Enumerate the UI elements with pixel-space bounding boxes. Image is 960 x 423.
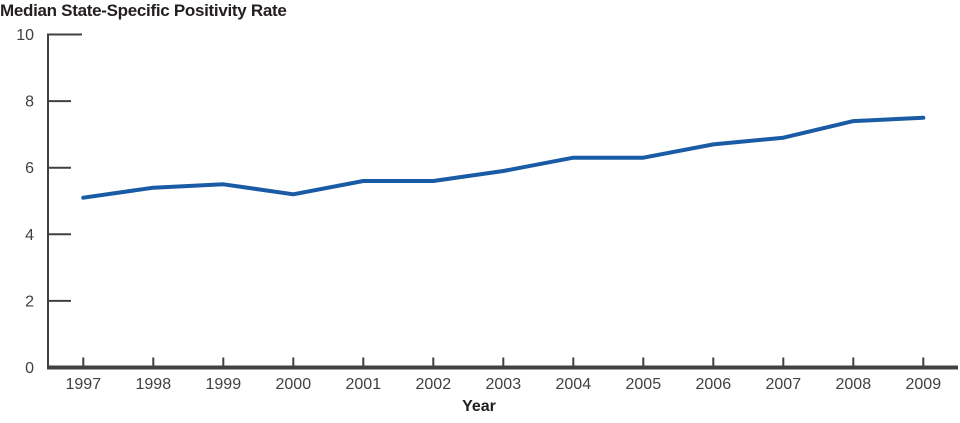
positivity-rate-line (81, 115, 926, 200)
x-tick-label: 2008 (836, 376, 872, 393)
x-tick-label: 1998 (136, 376, 172, 393)
y-tick-label: 2 (25, 293, 34, 310)
chart-title: Median State-Specific Positivity Rate (0, 1, 287, 20)
x-tick-label: 1999 (206, 376, 242, 393)
x-tick-label: 2000 (276, 376, 312, 393)
x-tick-label: 2001 (346, 376, 382, 393)
y-tick-label: 6 (25, 160, 34, 177)
y-tick-label: 0 (25, 360, 34, 377)
y-tick-label: 4 (25, 227, 34, 244)
x-tick-label: 2002 (416, 376, 452, 393)
x-axis-title: Year (462, 398, 496, 415)
x-tick-label: 2007 (766, 376, 802, 393)
x-tick-label: 2009 (906, 376, 942, 393)
x-tick-label: 2003 (486, 376, 522, 393)
x-tick-label: 2005 (626, 376, 662, 393)
x-tick-label: 1997 (66, 376, 102, 393)
y-tick-label: 8 (25, 94, 34, 111)
x-tick-label: 2004 (556, 376, 592, 393)
y-tick-label: 10 (16, 27, 34, 44)
x-tick-label: 2006 (696, 376, 732, 393)
